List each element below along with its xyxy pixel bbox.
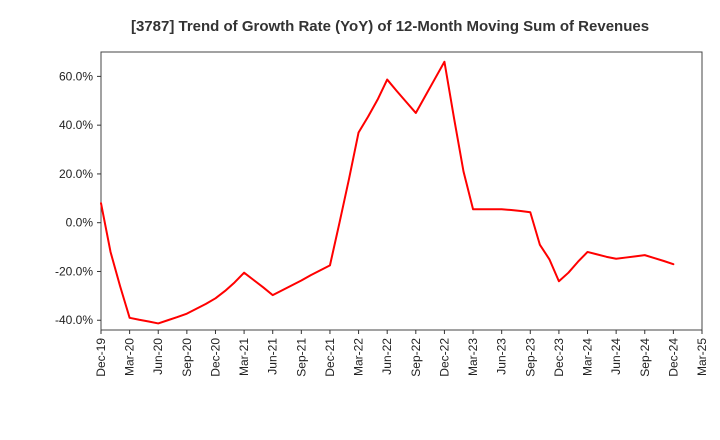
x-tick-label: Dec-19 bbox=[94, 338, 108, 377]
y-tick-label: 0.0% bbox=[66, 216, 94, 230]
x-tick-label: Sep-23 bbox=[523, 338, 537, 377]
x-tick-label: Sep-22 bbox=[409, 338, 423, 377]
x-tick-label: Mar-23 bbox=[466, 338, 480, 376]
y-tick-label: 20.0% bbox=[59, 167, 93, 181]
y-axis: -40.0% -20.0% 0.0% 20.0% 40.0% 60.0% bbox=[55, 69, 101, 327]
x-tick-label: Mar-24 bbox=[581, 338, 595, 376]
x-tick-label: Dec-23 bbox=[552, 338, 566, 377]
series-line bbox=[100, 60, 675, 325]
x-tick-label: Jun-23 bbox=[495, 338, 509, 375]
y-tick-label: -40.0% bbox=[55, 313, 93, 327]
x-tick-label: Dec-22 bbox=[437, 338, 451, 377]
x-tick-label: Mar-21 bbox=[237, 338, 251, 376]
x-tick-label: Dec-24 bbox=[666, 338, 680, 377]
y-tick-label: 40.0% bbox=[59, 118, 93, 132]
x-tick-label: Sep-24 bbox=[638, 338, 652, 377]
x-tick-label: Sep-21 bbox=[294, 338, 308, 377]
x-tick-label: Sep-20 bbox=[180, 338, 194, 377]
x-tick-label: Jun-24 bbox=[609, 338, 623, 375]
x-tick-label: Jun-21 bbox=[266, 338, 280, 375]
chart-title: [3787] Trend of Growth Rate (YoY) of 12-… bbox=[131, 18, 649, 35]
y-tick-label: -20.0% bbox=[55, 264, 93, 278]
x-tick-label: Mar-22 bbox=[352, 338, 366, 376]
x-axis: Dec-19 Mar-20 Jun-20 Sep-20 Dec-20 Mar-21 Jun-… bbox=[94, 330, 709, 377]
x-tick-label: Jun-22 bbox=[380, 338, 394, 375]
x-tick-label: Jun-20 bbox=[151, 338, 165, 375]
x-tick-label: Dec-20 bbox=[208, 338, 222, 377]
plot-border bbox=[100, 51, 703, 331]
x-tick-label: Mar-20 bbox=[123, 338, 137, 376]
x-tick-label: Dec-21 bbox=[323, 338, 337, 377]
y-tick-label: 60.0% bbox=[59, 69, 93, 83]
plot-frame bbox=[100, 51, 703, 331]
plot-background bbox=[101, 52, 702, 330]
series-group bbox=[100, 60, 675, 325]
x-tick-label: Mar-25 bbox=[695, 338, 709, 376]
